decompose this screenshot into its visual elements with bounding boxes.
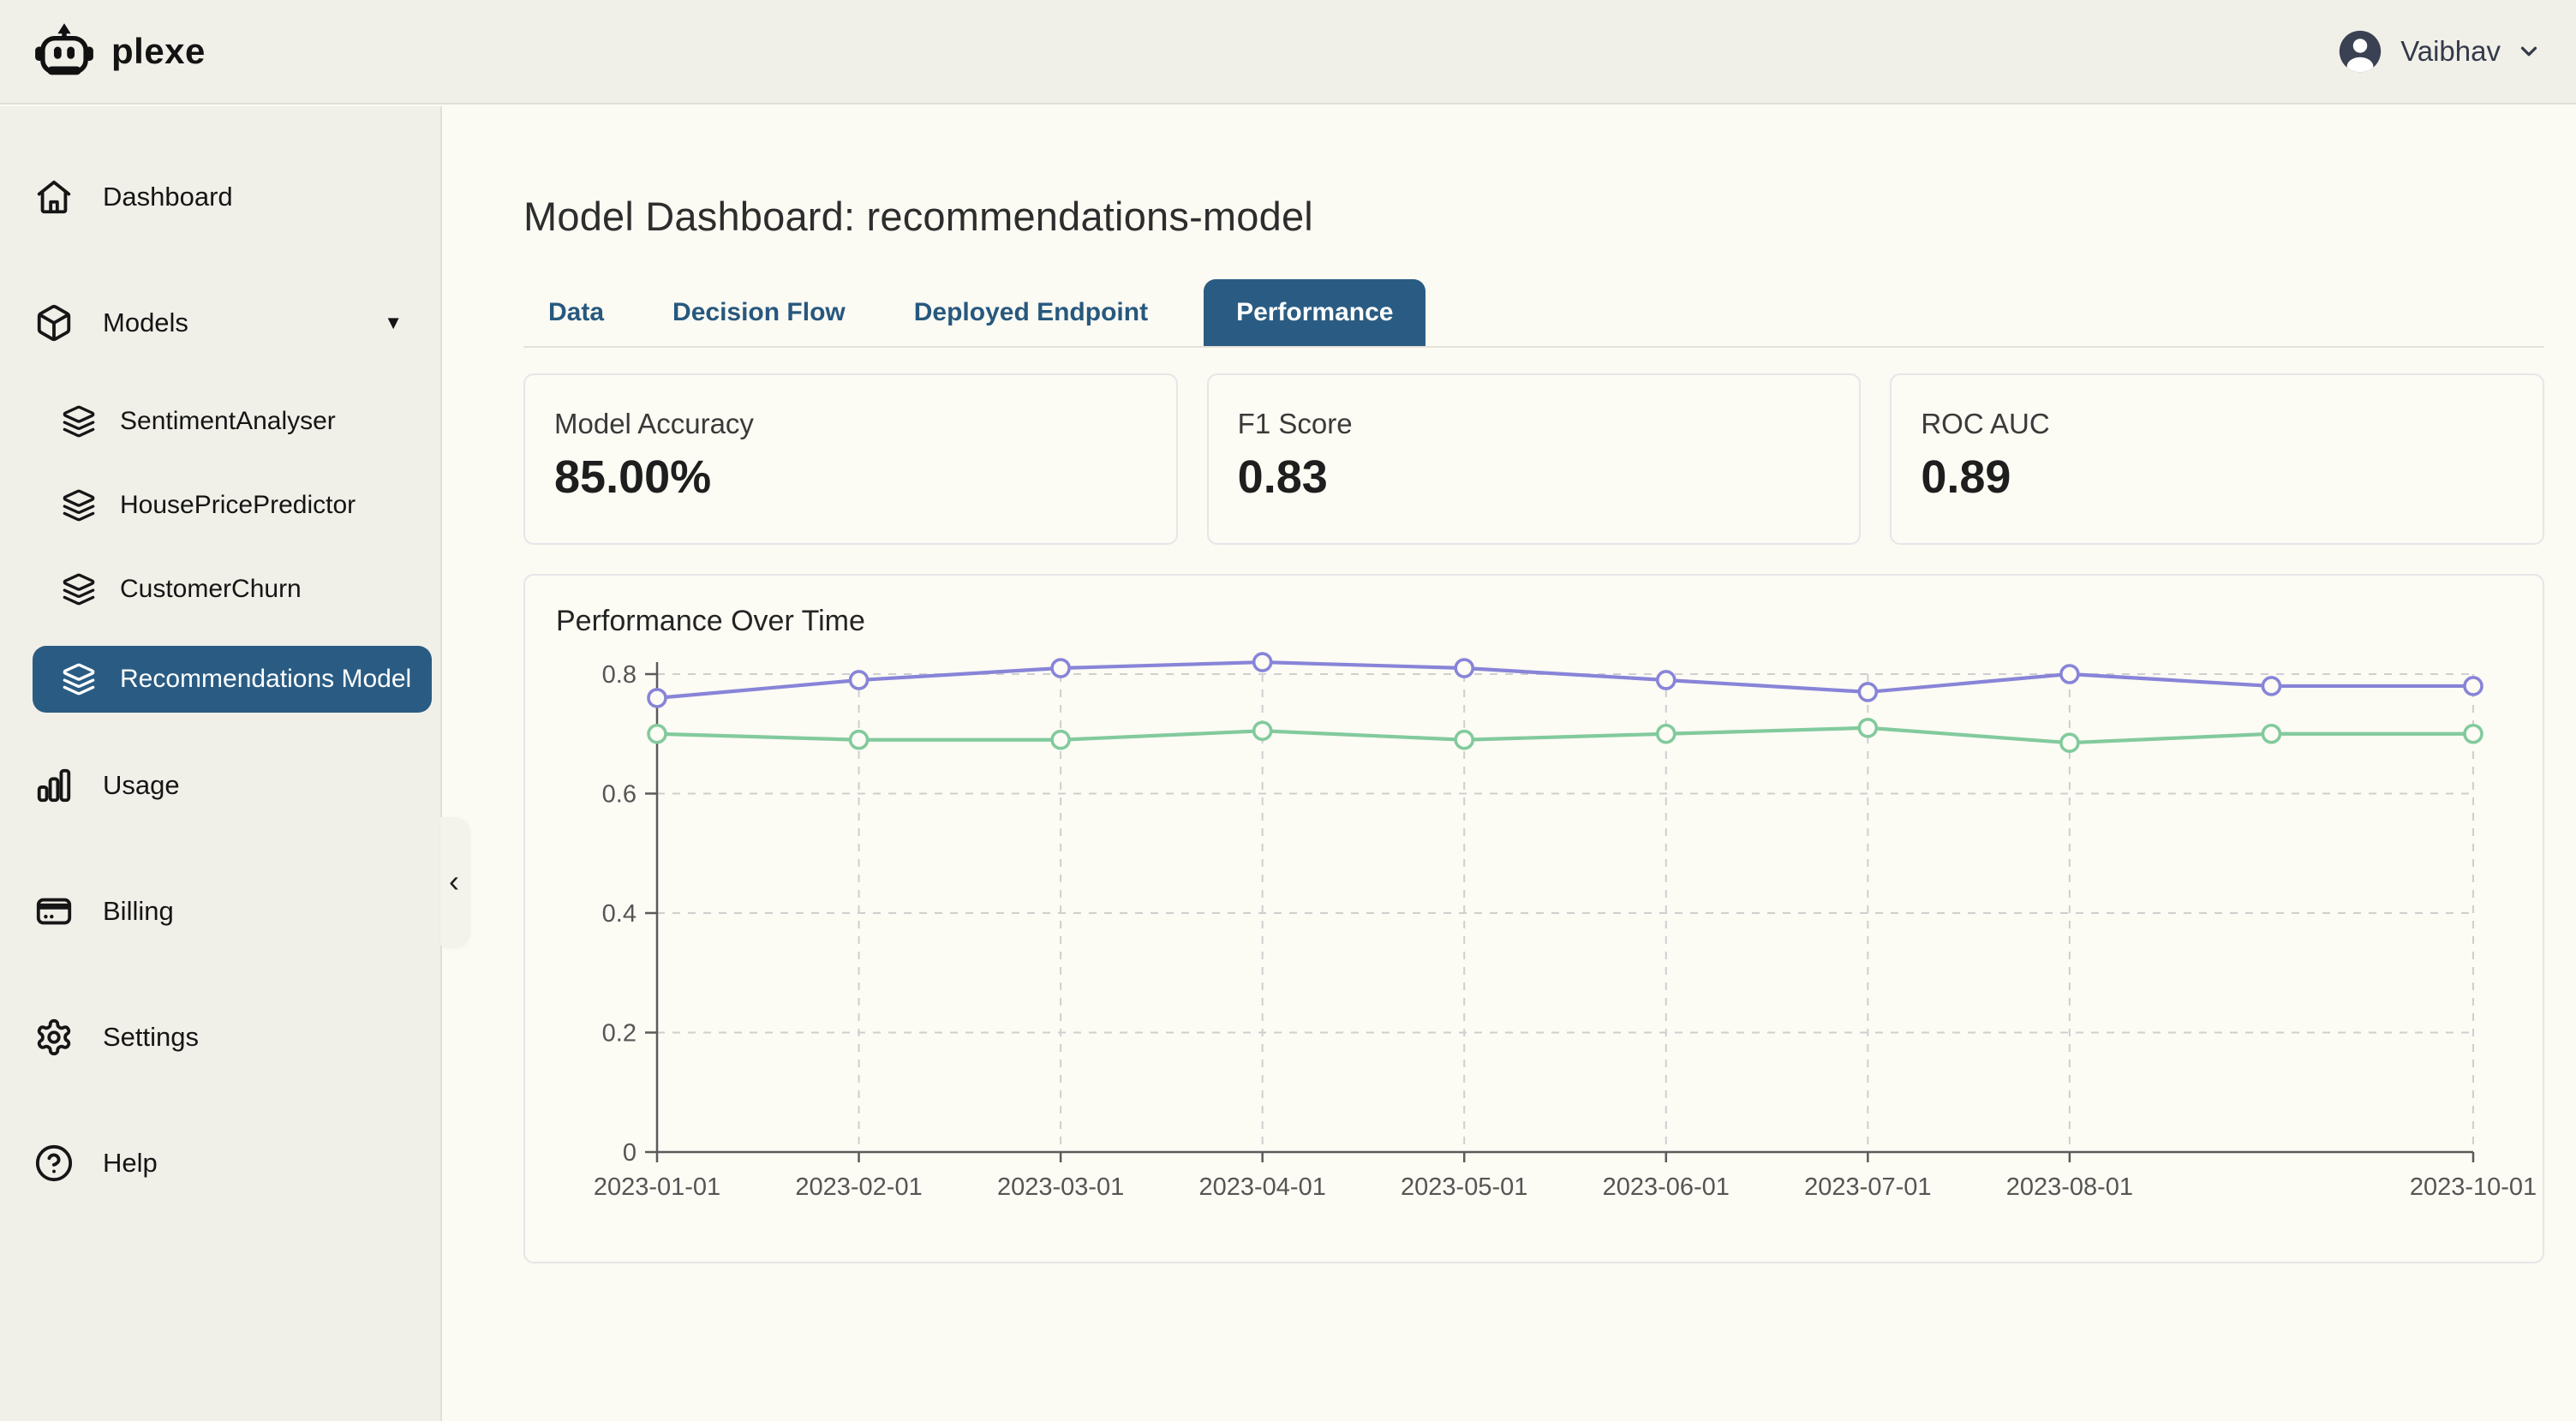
sidebar-collapse-button[interactable]: ‹ — [440, 817, 468, 946]
chart-title: Performance Over Time — [556, 605, 865, 637]
metric-cards-row: Model Accuracy 85.00% F1 Score 0.83 ROC … — [523, 373, 2545, 545]
metric-value: 0.83 — [1237, 451, 1328, 503]
main-content: Model Dashboard: recommendations-model D… — [444, 106, 2576, 1421]
svg-text:2023-06-01: 2023-06-01 — [1603, 1173, 1730, 1201]
model-list: SentimentAnalyser HousePricePredictor Cu… — [0, 394, 440, 713]
user-avatar-icon — [2340, 30, 2382, 73]
layers-icon — [63, 573, 95, 606]
credit-card-icon — [36, 898, 72, 925]
user-menu[interactable]: Vaibhav — [2335, 27, 2542, 76]
gear-icon — [37, 1018, 71, 1056]
model-item-label: SentimentAnalyser — [120, 407, 336, 435]
home-icon — [37, 180, 71, 214]
svg-text:2023-07-01: 2023-07-01 — [1804, 1173, 1931, 1201]
metric-card-roc-auc: ROC AUC 0.89 — [1890, 373, 2545, 545]
model-item-label: CustomerChurn — [120, 575, 302, 603]
sidebar-item-label: Help — [103, 1148, 158, 1178]
page-title: Model Dashboard: recommendations-model — [523, 194, 1313, 239]
svg-text:0.4: 0.4 — [602, 900, 637, 928]
brand-logo[interactable]: plexe — [34, 23, 206, 80]
performance-chart: 0 0.2 0.4 0.6 0.8 2023-01-01 2023-02-01 2023-03… — [594, 652, 2537, 1201]
chevron-left-icon: ‹ — [449, 863, 459, 899]
model-item-label: HousePricePredictor — [120, 491, 356, 519]
bar-chart-icon — [37, 768, 71, 803]
sidebar-model-recommendations-model-selected[interactable]: Recommendations Model — [33, 646, 432, 713]
user-name: Vaibhav — [2400, 35, 2501, 67]
tab-decision-flow[interactable]: Decision Flow — [672, 298, 846, 326]
sidebar-item-usage[interactable]: Usage — [0, 757, 440, 814]
top-bar: plexe Vaibhav — [0, 0, 2576, 104]
sidebar-model-housepricepredictor[interactable]: HousePricePredictor — [0, 478, 440, 533]
help-circle-icon — [35, 1144, 73, 1182]
metric-value: 85.00% — [554, 451, 712, 503]
sidebar-item-label: Billing — [103, 896, 174, 926]
svg-text:2023-05-01: 2023-05-01 — [1401, 1173, 1527, 1201]
svg-text:0: 0 — [623, 1139, 637, 1167]
svg-text:0.6: 0.6 — [602, 781, 637, 809]
metric-value: 0.89 — [1921, 451, 2011, 503]
sidebar-item-help[interactable]: Help — [0, 1135, 440, 1191]
svg-text:2023-08-01: 2023-08-01 — [2006, 1173, 2133, 1201]
sidebar-model-sentimentanalyser[interactable]: SentimentAnalyser — [0, 394, 440, 449]
sidebar-model-customerchurn[interactable]: CustomerChurn — [0, 562, 440, 617]
sidebar-item-label: Models — [103, 307, 188, 337]
svg-text:2023-01-01: 2023-01-01 — [594, 1173, 720, 1201]
performance-chart-card: Performance Over Time 0 0.2 0.4 0.6 0.8 2023-… — [523, 574, 2544, 1263]
metric-label: F1 Score — [1237, 408, 1353, 439]
sidebar-item-models[interactable]: Models ▼ — [0, 295, 440, 351]
sidebar-item-billing[interactable]: Billing — [0, 883, 440, 940]
tab-bar: Data Decision Flow Deployed Endpoint Per… — [523, 279, 2544, 348]
tab-data[interactable]: Data — [548, 298, 605, 326]
svg-text:2023-04-01: 2023-04-01 — [1198, 1173, 1325, 1201]
chevron-down-icon — [2520, 46, 2537, 57]
svg-text:2023-03-01: 2023-03-01 — [997, 1173, 1124, 1201]
metric-card-model-accuracy: Model Accuracy 85.00% — [523, 373, 1178, 545]
tab-performance-active[interactable]: Performance — [1204, 279, 1426, 346]
layers-icon — [63, 663, 95, 696]
sidebar-item-dashboard[interactable]: Dashboard — [0, 169, 440, 225]
layers-icon — [63, 489, 95, 522]
sidebar: Dashboard Models ▼ SentimentAnalyser H — [0, 106, 468, 1421]
model-item-label: Recommendations Model — [120, 665, 412, 693]
metric-card-f1-score: F1 Score 0.83 — [1206, 373, 1862, 545]
metric-label: ROC AUC — [1921, 408, 2050, 439]
metric-label: Model Accuracy — [554, 408, 754, 439]
sidebar-item-label: Settings — [103, 1022, 200, 1052]
triangle-down-icon[interactable]: ▼ — [384, 312, 403, 333]
svg-text:2023-10-01: 2023-10-01 — [2410, 1173, 2537, 1201]
svg-text:0.8: 0.8 — [602, 661, 637, 689]
layers-icon — [63, 405, 95, 438]
svg-text:2023-02-01: 2023-02-01 — [795, 1173, 922, 1201]
sidebar-item-label: Usage — [103, 770, 180, 800]
tab-deployed-endpoint[interactable]: Deployed Endpoint — [913, 298, 1149, 326]
svg-text:0.2: 0.2 — [602, 1020, 637, 1048]
brand-name: plexe — [111, 31, 206, 71]
cube-icon — [37, 304, 71, 342]
sidebar-item-label: Dashboard — [103, 182, 233, 212]
sidebar-item-settings[interactable]: Settings — [0, 1009, 440, 1066]
robot-icon — [35, 23, 93, 75]
